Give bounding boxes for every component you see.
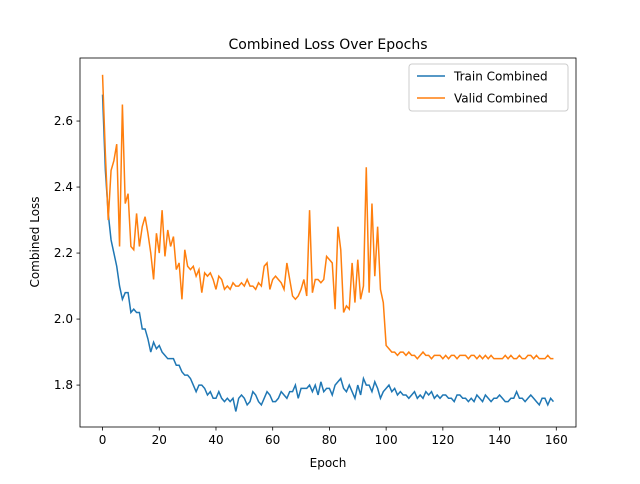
y-tick-label: 2.6: [54, 114, 73, 128]
legend-label: Train Combined: [453, 70, 548, 84]
axes-frame: [79, 57, 577, 428]
x-tick-label: 160: [545, 433, 568, 447]
legend-label: Valid Combined: [454, 92, 548, 106]
y-tick-label: 2.2: [54, 246, 73, 260]
line-series: [101, 74, 554, 360]
x-tick-label: 20: [152, 433, 167, 447]
x-tick-label: 40: [208, 433, 223, 447]
y-tick-label: 1.8: [54, 378, 73, 392]
y-tick-label: 2.0: [54, 312, 73, 326]
y-axis-label: Combined Loss: [28, 196, 42, 287]
x-tick-label: 100: [375, 433, 398, 447]
y-tick-label: 2.4: [54, 180, 73, 194]
line-series: [101, 94, 555, 412]
x-tick-label: 60: [265, 433, 280, 447]
x-tick-label: 80: [322, 433, 337, 447]
chart-title: Combined Loss Over Epochs: [228, 37, 427, 53]
legend-box: [408, 63, 569, 112]
x-tick-label: 120: [431, 433, 454, 447]
x-tick-label: 0: [99, 433, 107, 447]
x-tick-label: 140: [488, 433, 511, 447]
x-axis-label: Epoch: [310, 456, 347, 470]
